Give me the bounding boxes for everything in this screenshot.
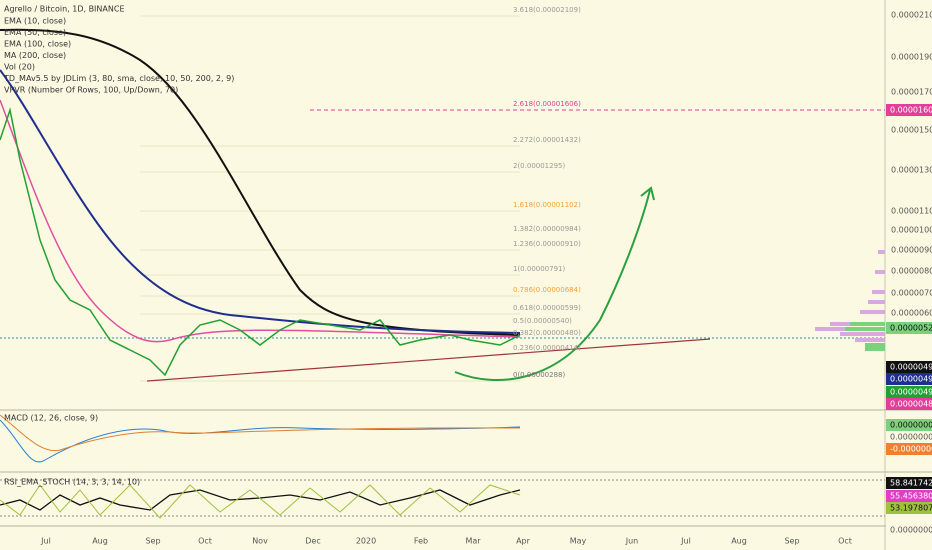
price-badge-label: 58.84174290 xyxy=(890,479,932,488)
trendline xyxy=(146,338,711,382)
ema50-line xyxy=(0,99,521,343)
legend-item: Vol (20) xyxy=(4,63,35,72)
fib-label: 1.618(0.00001102) xyxy=(513,201,581,209)
volume-profile-up xyxy=(845,322,885,351)
fib-label: 0(0.00000288) xyxy=(513,371,565,379)
time-label: Oct xyxy=(838,537,852,546)
price-badge-label: 0.00000499 xyxy=(890,363,932,372)
price-badge xyxy=(886,524,932,536)
price-badge xyxy=(886,443,932,455)
fib-label: 1.382(0.00000984) xyxy=(513,225,581,233)
price-badge xyxy=(886,477,932,489)
legend-item: TD_MAv5.5 by JDLim (3, 80, sma, close, 1… xyxy=(3,74,234,83)
fib-label: 1(0.00000791) xyxy=(513,265,565,273)
price-badge xyxy=(886,431,932,443)
price-badge xyxy=(886,398,932,410)
fib-label: 2(0.00001295) xyxy=(513,162,565,170)
time-label: Nov xyxy=(252,537,268,546)
price-badge xyxy=(886,361,932,373)
time-label: Sep xyxy=(784,537,799,546)
time-label: Oct xyxy=(198,537,212,546)
time-label: 2020 xyxy=(356,537,376,546)
time-label: Apr xyxy=(516,537,531,546)
fib-label: 0.236(0.00000414) xyxy=(513,344,581,352)
fib-label: 0.786(0.00000684) xyxy=(513,286,581,294)
price-badge xyxy=(886,386,932,398)
price-badge-label: 0.00000496 xyxy=(890,388,932,397)
legend-item: EMA (100, close) xyxy=(4,40,71,49)
price-badge xyxy=(886,104,932,116)
signal-line xyxy=(0,414,521,452)
stoch-line xyxy=(0,484,521,519)
fib-label: 2.272(0.00001432) xyxy=(513,136,581,144)
time-label: May xyxy=(570,537,587,546)
time-label: Sep xyxy=(145,537,160,546)
fib-label: 0.618(0.00000599) xyxy=(513,304,581,312)
arrow-head xyxy=(640,186,655,201)
price-badge-label: 0.00001605 xyxy=(890,106,932,115)
price-axis-bg xyxy=(885,0,932,550)
ema100-line xyxy=(0,69,521,334)
macd-title: MACD (12, 26, close, 9) xyxy=(4,414,98,423)
time-label: Dec xyxy=(305,537,320,546)
rsi-line xyxy=(0,489,521,511)
fib-lines xyxy=(140,15,520,382)
price-badge xyxy=(886,490,932,502)
fib-label: 0.382(0.00000480) xyxy=(513,329,581,337)
price-badge-label: 53.19780798 xyxy=(890,504,932,513)
ema10-line xyxy=(0,107,521,377)
fib-label: 1.236(0.00000910) xyxy=(513,240,581,248)
time-label: Aug xyxy=(731,537,747,546)
price-badge xyxy=(886,373,932,385)
rsi-title: RSI_EMA_STOCH (14, 3, 3, 14, 10) xyxy=(4,478,140,487)
legend-title: Agrello / Bitcoin, 1D, BINANCE xyxy=(4,5,125,14)
projection-arrow xyxy=(454,189,651,382)
legend-item: EMA (50, close) xyxy=(4,28,66,37)
price-badge-label: 0.00000006 xyxy=(890,433,932,442)
legend-item: EMA (10, close) xyxy=(4,17,66,26)
price-badge xyxy=(886,419,932,431)
time-label: Jul xyxy=(680,537,691,546)
price-badge-label: -0.00000001 xyxy=(890,445,932,454)
fib-label: 0.5(0.00000540) xyxy=(513,317,572,325)
time-label: Mar xyxy=(465,537,481,546)
time-label: Jun xyxy=(625,537,639,546)
price-badge-label: 0.00000523 xyxy=(890,324,932,333)
price-badge-label: 0.00000489 xyxy=(890,400,932,409)
time-label: Aug xyxy=(92,537,108,546)
macd-line xyxy=(0,419,521,463)
price-badge xyxy=(886,502,932,514)
time-label: Jul xyxy=(40,537,51,546)
price-badge-label: 0.00000498 xyxy=(890,375,932,384)
time-label: Feb xyxy=(414,537,428,546)
legend-item: VPVR (Number Of Rows, 100, Up/Down, 70) xyxy=(4,86,178,95)
ma200-line xyxy=(0,28,521,336)
price-badge-label: 55.45638038 xyxy=(890,492,932,501)
fib-label: 2.618(0.00001606) xyxy=(513,100,581,108)
legend-item: MA (200, close) xyxy=(4,51,66,60)
price-badge xyxy=(886,322,932,334)
price-badge-label: 0.00000007 xyxy=(890,421,932,430)
fib-label: 3.618(0.00002109) xyxy=(513,6,581,14)
